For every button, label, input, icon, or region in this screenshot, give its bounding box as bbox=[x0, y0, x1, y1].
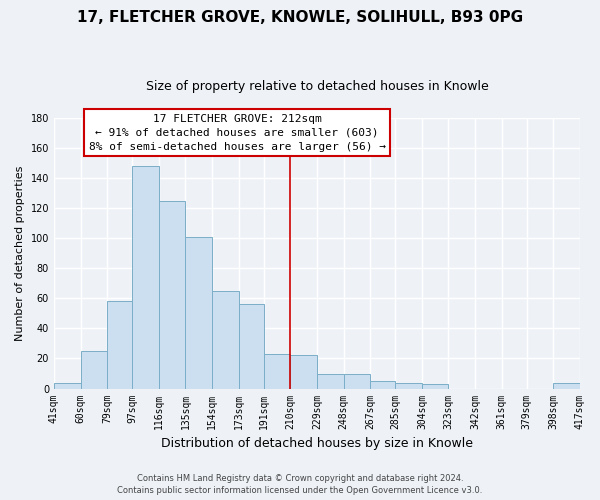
Bar bbox=[159, 200, 185, 388]
Bar bbox=[370, 381, 395, 388]
Bar bbox=[317, 374, 344, 388]
Title: Size of property relative to detached houses in Knowle: Size of property relative to detached ho… bbox=[146, 80, 488, 93]
Y-axis label: Number of detached properties: Number of detached properties bbox=[15, 166, 25, 341]
Bar bbox=[422, 384, 448, 388]
Text: Contains HM Land Registry data © Crown copyright and database right 2024.
Contai: Contains HM Land Registry data © Crown c… bbox=[118, 474, 482, 495]
Bar bbox=[80, 351, 107, 389]
Bar bbox=[344, 374, 370, 388]
Bar bbox=[54, 382, 80, 388]
Bar bbox=[290, 356, 317, 388]
Text: 17, FLETCHER GROVE, KNOWLE, SOLIHULL, B93 0PG: 17, FLETCHER GROVE, KNOWLE, SOLIHULL, B9… bbox=[77, 10, 523, 25]
Bar bbox=[553, 382, 580, 388]
Text: 17 FLETCHER GROVE: 212sqm
← 91% of detached houses are smaller (603)
8% of semi-: 17 FLETCHER GROVE: 212sqm ← 91% of detac… bbox=[89, 114, 386, 152]
Bar bbox=[107, 302, 132, 388]
Bar bbox=[239, 304, 264, 388]
X-axis label: Distribution of detached houses by size in Knowle: Distribution of detached houses by size … bbox=[161, 437, 473, 450]
Bar bbox=[395, 382, 422, 388]
Bar bbox=[212, 291, 239, 388]
Bar bbox=[185, 236, 212, 388]
Bar bbox=[264, 354, 290, 388]
Bar bbox=[132, 166, 159, 388]
